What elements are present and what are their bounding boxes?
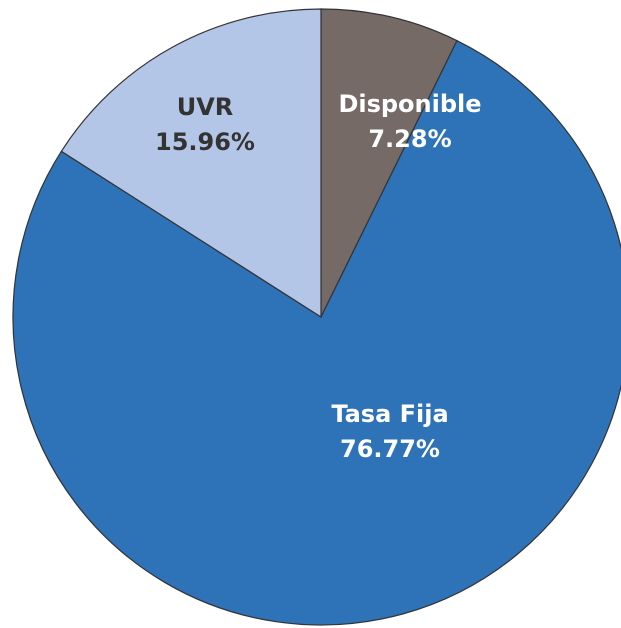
pie-slice — [320, 8, 458, 318]
pie-slice — [12, 39, 621, 626]
slice-label: Disponible — [338, 90, 481, 118]
slice-label: Tasa Fija — [331, 400, 448, 428]
slice-value-label: 15.96% — [155, 128, 255, 156]
pie-slice — [60, 8, 322, 319]
slice-value-label: 7.28% — [368, 125, 451, 153]
slice-label: UVR — [177, 93, 234, 121]
slice-value-label: 76.77% — [340, 435, 440, 463]
